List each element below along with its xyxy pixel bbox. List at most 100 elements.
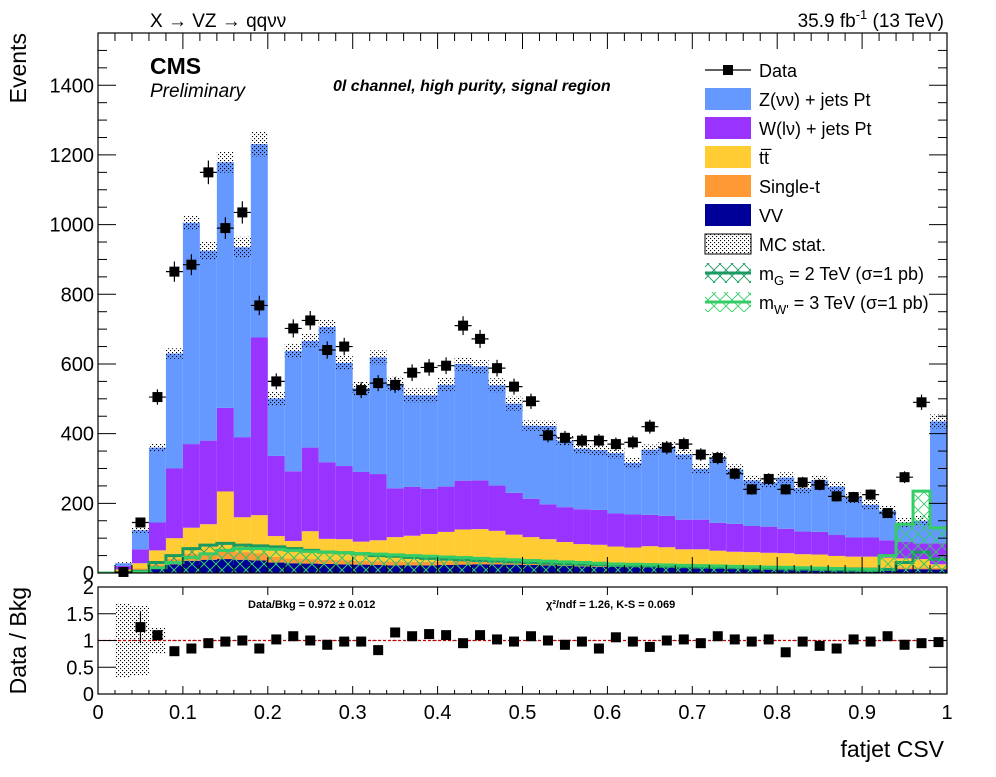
bar-3-37 <box>726 524 743 552</box>
ratio-point-46 <box>917 638 927 648</box>
bar-2-45 <box>862 557 879 567</box>
bar-4-28 <box>573 449 590 510</box>
ratio-y-tick-label-2: 1 <box>83 631 94 653</box>
bar-4-31 <box>624 463 641 515</box>
bar-3-2 <box>132 549 149 563</box>
legend-label-3: tt̅ <box>759 148 772 168</box>
bar-2-29 <box>590 545 607 564</box>
ratio-point-24 <box>543 636 553 646</box>
ratio-point-25 <box>560 640 570 650</box>
data-point-23 <box>492 363 502 373</box>
bar-2-2 <box>132 563 149 568</box>
x-tick-label-3: 0.3 <box>339 702 367 724</box>
bar-3-9 <box>251 337 268 515</box>
bar-4-30 <box>607 453 624 513</box>
bar-3-10 <box>268 456 285 536</box>
data-point-9 <box>254 300 264 310</box>
x-tick-label-2: 0.2 <box>254 702 282 724</box>
bar-3-38 <box>743 526 760 552</box>
data-point-1 <box>118 567 128 577</box>
ratio-point-19 <box>458 638 468 648</box>
data-point-22 <box>475 334 485 344</box>
ratio-point-16 <box>407 631 417 641</box>
data-point-30 <box>611 439 621 449</box>
data-point-15 <box>356 385 366 395</box>
legend-label-1: Z(νν) + jets Pt <box>759 90 871 110</box>
bar-4-23 <box>489 385 506 485</box>
preliminary-label: Preliminary <box>150 81 247 102</box>
histogram-area <box>98 132 947 573</box>
mc-stat-13 <box>319 320 336 334</box>
bar-3-43 <box>828 535 845 556</box>
energy-label: (13 TeV) <box>867 11 944 32</box>
lumi-value: 35.9 fb <box>798 11 856 32</box>
x-tick-label-8: 0.8 <box>763 702 791 724</box>
mc-stat-31 <box>624 458 641 468</box>
bar-3-11 <box>285 471 302 541</box>
bar-3-33 <box>658 516 675 547</box>
data-point-43 <box>832 491 842 501</box>
data-point-34 <box>679 439 689 449</box>
bar-3-22 <box>472 480 489 529</box>
ratio-point-34 <box>713 631 723 641</box>
bar-2-34 <box>675 549 692 565</box>
legend-data-marker <box>723 65 733 75</box>
bar-3-5 <box>183 444 200 528</box>
mc-stat-34 <box>675 449 692 459</box>
legend-label-8: mW' = 3 TeV (σ=1 pb) <box>759 293 929 317</box>
legend-mcstat-swatch <box>705 234 751 254</box>
process-label: X → VZ → qqνν <box>150 11 286 32</box>
data-point-26 <box>543 430 553 440</box>
bar-3-8 <box>234 437 251 517</box>
bar-4-2 <box>132 530 149 549</box>
bar-2-28 <box>573 544 590 563</box>
legend-label-7: mG = 2 TeV (σ=1 pb) <box>759 264 924 288</box>
ratio-point-8 <box>271 634 281 644</box>
ratio-point-2 <box>169 646 179 656</box>
bar-2-41 <box>794 554 811 566</box>
bar-2-32 <box>641 546 658 564</box>
y-tick-label-5: 1000 <box>50 215 95 237</box>
mc-stat-20 <box>438 378 455 392</box>
legend-swatch-4 <box>705 175 751 197</box>
lumi-label: 35.9 fb-1 (13 TeV) <box>798 7 944 32</box>
ratio-point-21 <box>492 634 502 644</box>
bar-3-28 <box>573 509 590 544</box>
bar-2-24 <box>506 535 523 561</box>
mc-stat-24 <box>506 397 523 411</box>
data-point-12 <box>305 315 315 325</box>
bar-2-30 <box>607 547 624 564</box>
x-tick-label-1: 0.1 <box>169 702 197 724</box>
mc-stat-45 <box>862 499 879 509</box>
bar-4-35 <box>692 469 709 520</box>
data-point-45 <box>866 490 876 500</box>
bar-2-22 <box>472 529 489 560</box>
bar-3-26 <box>539 504 556 539</box>
bar-3-7 <box>217 408 234 492</box>
bar-4-36 <box>709 458 726 523</box>
data-point-47 <box>900 472 910 482</box>
y-axis-title-main: Events <box>5 33 31 103</box>
ratio-point-33 <box>696 638 706 648</box>
bar-2-27 <box>556 542 573 563</box>
ratio-point-42 <box>849 634 859 644</box>
ratio-point-17 <box>424 629 434 639</box>
mc-stat-4 <box>166 348 183 358</box>
mc-stat-25 <box>523 420 540 430</box>
bar-2-42 <box>811 555 828 567</box>
data-point-32 <box>645 422 655 432</box>
x-tick-label-0: 0 <box>92 702 103 724</box>
mc-stat-14 <box>336 356 353 370</box>
ratio-point-10 <box>305 636 315 646</box>
bar-4-41 <box>794 488 811 531</box>
bar-3-21 <box>455 481 472 530</box>
bar-4-34 <box>675 455 692 520</box>
bar-2-33 <box>658 547 675 564</box>
ratio-y-tick-label-0: 0 <box>83 684 94 706</box>
mc-stat-40 <box>777 472 794 482</box>
data-point-48 <box>917 397 927 407</box>
ratio-point-18 <box>441 630 451 640</box>
data-point-3 <box>152 392 162 402</box>
